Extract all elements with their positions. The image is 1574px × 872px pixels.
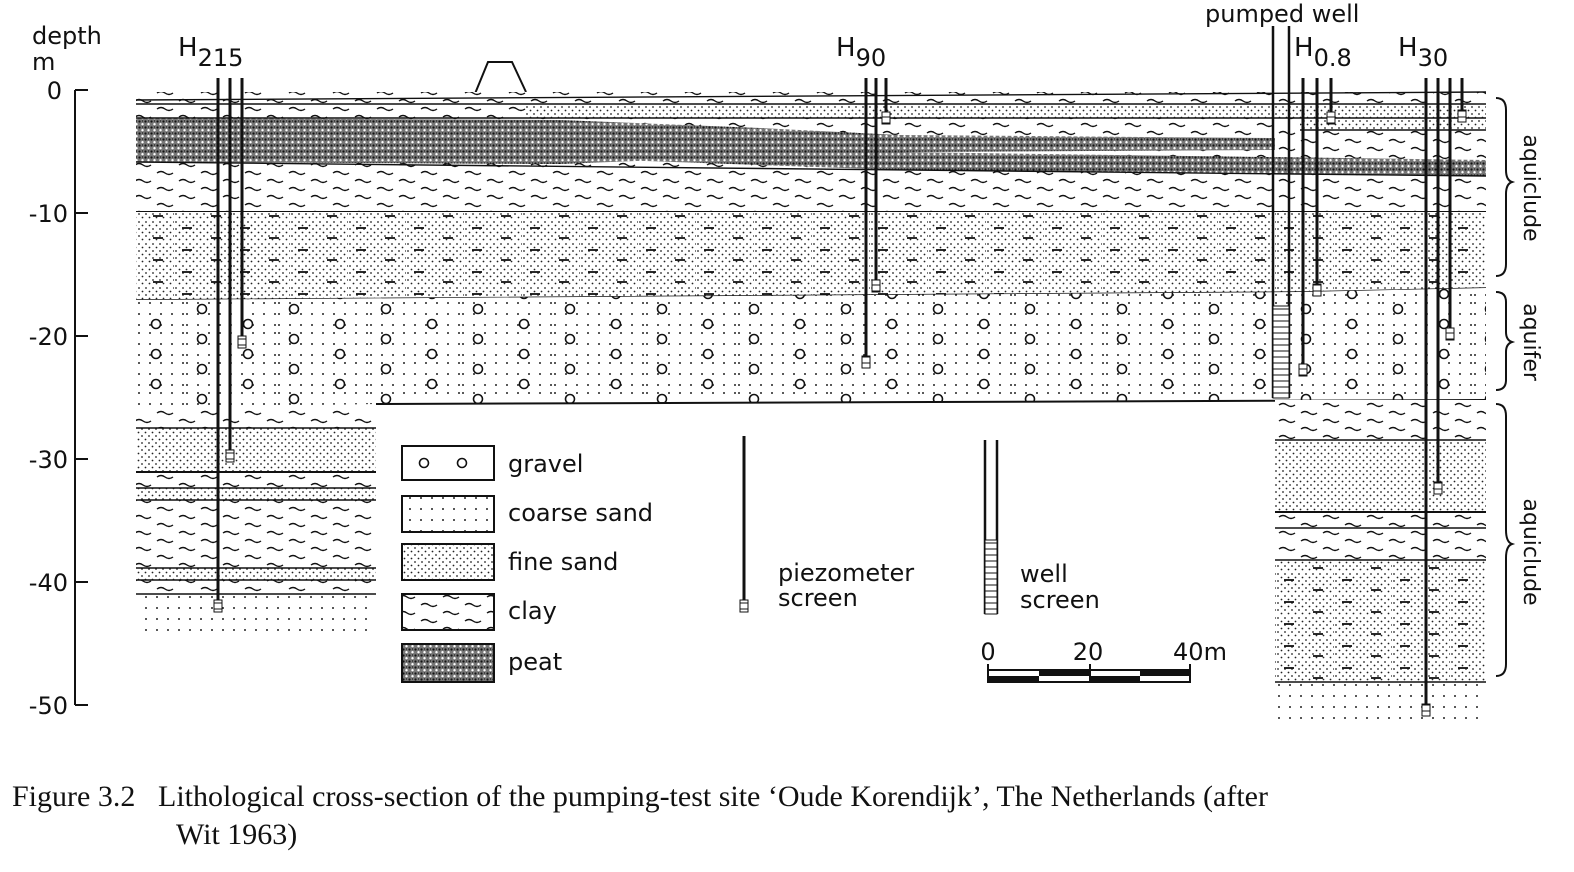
piezometer-h30 [1424,78,1464,706]
figure-caption: Figure 3.2 Lithological cross-section of … [12,778,1542,854]
layer-aquifer-gravel [136,288,1486,408]
depth-tick-0: 0 [47,77,62,105]
depth-axis-unit: m [32,48,55,76]
piezometer-h215-screens [213,335,247,613]
zone-label-upper-aquiclude: aquiclude [1518,134,1543,241]
legend-label-clay: clay [508,597,557,625]
caption-line-1: Figure 3.2 Lithological cross-section of … [12,778,1542,816]
piezometer-h0-8-screens [1298,111,1336,377]
pumped-well [1271,26,1291,399]
zone-label-aquifer: aquifer [1518,303,1543,382]
piezometer-h0-8 [1301,78,1333,366]
piezometer-h215 [216,78,244,600]
depth-tick-20: -20 [29,323,68,351]
label-h90: H90 [836,33,886,72]
lithology-layers [135,61,1487,726]
scale-bar: 0 20 40m [980,638,1227,683]
depth-tick-40: -40 [29,569,68,597]
layer-upper-sand-lens [526,104,1486,118]
piezometer-h90 [864,78,888,356]
figure-number: Figure 3.2 [12,780,136,813]
label-h30: H30 [1398,33,1448,72]
legend-label-coarse-sand: coarse sand [508,499,653,527]
layer-peat-lower [560,148,1486,176]
legend-label-piezometer-screen: screen [778,584,858,612]
dike [471,61,527,102]
legend-label-gravel: gravel [508,450,583,478]
zone-brackets [1495,97,1516,677]
zone-label-lower-aquiclude: aquiclude [1518,498,1543,605]
piezometer-h30-screens [1421,109,1467,717]
legend-swatch-clay [401,593,495,631]
scale-label-0: 0 [980,638,995,666]
legend-label-fine-sand: fine sand [508,548,618,576]
depth-axis-title: depth [32,22,102,50]
label-h0-8: H0.8 [1294,33,1352,72]
label-h215: H215 [178,33,243,72]
layer-lower-right-coarse [1275,682,1486,726]
layer-fine-sand [136,212,1486,300]
legend-swatch-gravel [401,445,495,481]
legend: gravel coarse sand fine sand clay peat p… [401,436,1100,683]
legend-label-well: well [1020,560,1068,588]
legend-label-piezometer: piezometer [778,559,914,587]
caption-line-2: Wit 1963) [176,818,298,851]
scale-label-40m: 40m [1173,638,1227,666]
depth-tick-50: -50 [29,692,68,720]
legend-swatch-peat [401,643,495,683]
label-pumped-well: pumped well [1205,0,1359,28]
caption-text: Lithological cross-section of the pumpin… [158,780,1268,813]
layer-lower-right-fine [1275,440,1486,512]
legend-label-peat: peat [508,648,562,676]
legend-label-well-screen: screen [1020,586,1100,614]
scale-label-20: 20 [1073,638,1104,666]
cross-section-figure: depth m 0 -10 -20 -30 -40 -50 [29,0,1543,726]
legend-swatch-fine-sand [401,543,495,581]
depth-axis: depth m 0 -10 -20 -30 -40 -50 [29,22,102,720]
depth-tick-10: -10 [29,200,68,228]
layer-lower-left-coarse [136,594,376,638]
layer-peat-main [136,118,1275,164]
layer-lower-right-clay [1275,400,1486,440]
depth-tick-30: -30 [29,446,68,474]
legend-swatch-coarse-sand [401,495,495,533]
piezometer-h90-screens [861,111,891,369]
